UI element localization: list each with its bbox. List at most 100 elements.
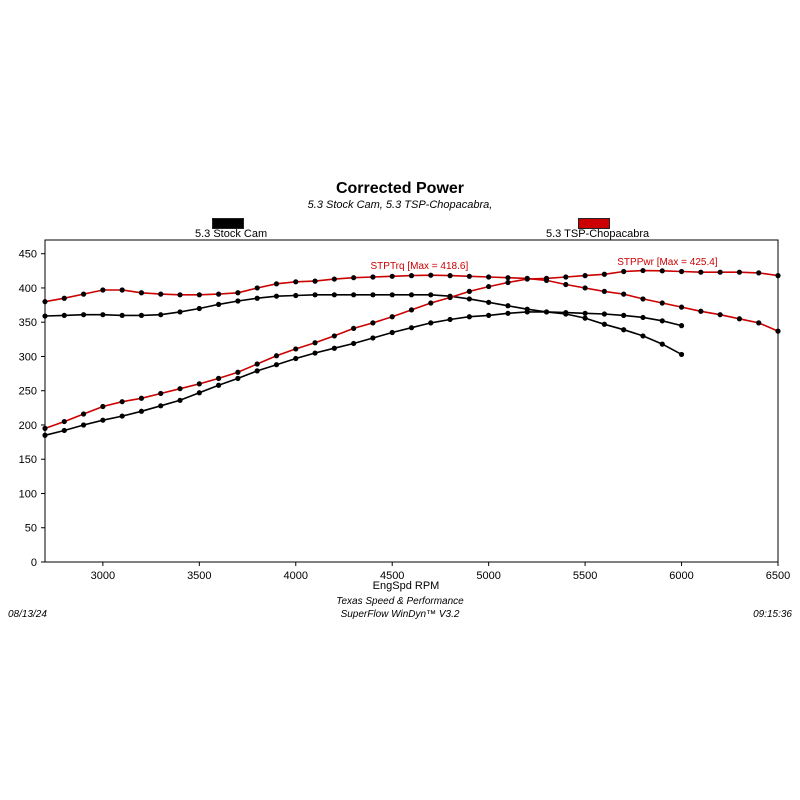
data-point <box>640 333 646 339</box>
data-point <box>408 325 415 331</box>
data-point <box>505 303 511 309</box>
data-point <box>312 340 318 346</box>
data-point <box>563 274 569 280</box>
footer-date: 08/13/24 <box>8 609 47 620</box>
data-point <box>312 292 318 298</box>
legend-label-tsp-chopacabra: 5.3 TSP-Chopacabra <box>546 228 650 240</box>
data-point <box>389 292 395 298</box>
data-point <box>177 397 183 403</box>
data-point <box>61 427 67 434</box>
data-point <box>331 333 337 339</box>
data-point <box>235 298 241 304</box>
data-point <box>659 268 665 274</box>
data-point <box>235 290 241 296</box>
x-tick-label: 3000 <box>91 570 115 582</box>
data-point <box>389 314 395 320</box>
data-point <box>601 311 607 317</box>
data-point <box>351 292 357 298</box>
data-point <box>254 361 260 367</box>
data-point <box>601 271 607 277</box>
data-point <box>100 312 106 318</box>
data-point <box>351 340 357 347</box>
legend-swatch-tsp-chopacabra <box>578 218 610 229</box>
y-tick-label: 450 <box>19 249 37 261</box>
data-point <box>466 288 472 294</box>
data-point <box>235 369 241 375</box>
data-point <box>659 341 665 347</box>
data-point <box>717 312 723 318</box>
data-point <box>428 292 434 298</box>
data-point <box>293 292 299 299</box>
series-line-0 <box>44 293 682 356</box>
x-tick-label: 3500 <box>187 570 211 582</box>
data-point <box>216 382 222 388</box>
data-point <box>505 275 511 281</box>
data-point <box>42 313 48 319</box>
data-point <box>428 272 434 278</box>
x-axis-label: EngSpd RPM <box>373 580 440 592</box>
data-point <box>61 312 67 318</box>
y-tick-label: 0 <box>31 557 37 569</box>
data-point <box>100 417 106 423</box>
data-point <box>486 283 492 290</box>
data-point <box>138 312 145 318</box>
data-point <box>736 269 743 275</box>
data-point <box>158 291 164 297</box>
data-point <box>582 273 588 279</box>
data-point <box>621 312 627 318</box>
axis-layer: 0 50 100 150 200 250 300 350 400 450 3000 3500 4000 4… <box>19 239 790 592</box>
data-point <box>428 320 434 326</box>
data-point <box>235 375 241 381</box>
data-point <box>293 279 299 285</box>
data-point <box>254 295 260 301</box>
data-point <box>678 304 685 310</box>
data-point <box>119 312 125 318</box>
footer-software: SuperFlow WinDyn™ V3.2 <box>340 609 460 620</box>
data-point <box>370 320 376 326</box>
data-point <box>138 408 145 414</box>
data-point <box>621 291 627 297</box>
data-point <box>293 355 299 362</box>
chart-subtitle: 5.3 Stock Cam, 5.3 TSP-Chopacabra, <box>307 199 493 211</box>
data-point <box>447 273 453 279</box>
data-point <box>293 346 299 352</box>
data-point <box>408 307 415 313</box>
data-point <box>370 292 376 298</box>
label-layer: STPTrq [Max = 418.6] STPPwr [Max = 425.4] <box>371 257 718 272</box>
data-point <box>640 296 646 302</box>
data-point <box>196 381 202 387</box>
data-point <box>138 290 145 296</box>
data-point <box>100 287 106 293</box>
data-point <box>196 390 202 396</box>
data-point <box>678 351 685 358</box>
y-tick-label: 150 <box>19 454 37 466</box>
data-point <box>158 390 164 397</box>
data-point <box>177 292 183 298</box>
data-point <box>582 315 588 321</box>
data-point <box>486 274 492 280</box>
data-point <box>505 310 511 316</box>
x-tick-label: 4500 <box>380 570 404 582</box>
data-point <box>601 321 607 327</box>
footer-company: Texas Speed & Performance <box>336 596 464 607</box>
data-point <box>273 353 280 359</box>
data-point <box>582 285 588 291</box>
data-point <box>486 312 492 318</box>
data-point <box>640 267 646 274</box>
data-point <box>312 278 318 284</box>
y-tick-label: 300 <box>19 351 37 363</box>
data-point <box>216 291 222 297</box>
data-point <box>736 316 743 322</box>
data-point <box>447 294 453 301</box>
data-point <box>621 327 627 333</box>
data-point <box>216 375 222 381</box>
data-point <box>100 403 106 410</box>
data-point <box>543 275 550 281</box>
y-tick-label: 250 <box>19 386 37 398</box>
data-point <box>698 269 704 275</box>
data-point <box>119 287 125 293</box>
data-point <box>505 279 511 286</box>
data-point <box>177 309 183 315</box>
data-point <box>351 325 357 331</box>
x-tick-label: 6000 <box>669 570 693 582</box>
